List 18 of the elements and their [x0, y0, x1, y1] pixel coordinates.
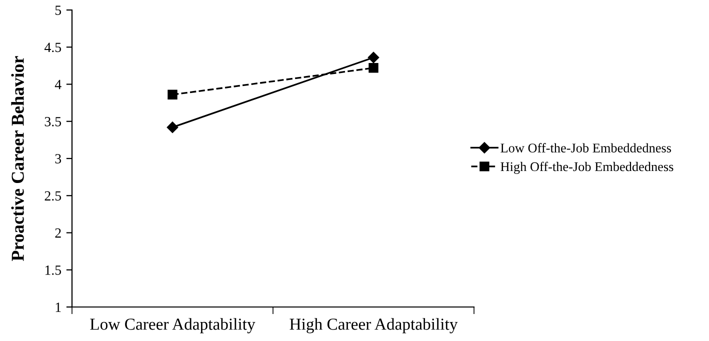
y-tick-label: 4.5	[44, 42, 62, 52]
legend-label: Low Off-the-Job Embeddedness	[500, 143, 672, 152]
y-axis-title: Proactive Career Behavior	[11, 56, 24, 261]
y-tick-label: 3.5	[44, 116, 62, 126]
point	[368, 52, 380, 64]
y-tick-label: 3	[55, 154, 62, 164]
legend-label: High Off-the-Job Embeddedness	[500, 162, 674, 174]
point	[166, 122, 178, 133]
y-tick-label: 1	[56, 302, 61, 312]
y-tick-label: 5	[55, 6, 62, 15]
y-tick-label: 4	[54, 80, 62, 90]
point	[368, 63, 378, 73]
y-tick-label: 1.5	[45, 266, 62, 275]
y-tick-label: 2.5	[44, 191, 62, 201]
x-tick-label: Low Career Adaptability	[90, 318, 256, 334]
x-tick-label: High Career Adaptability	[290, 318, 458, 334]
point	[168, 90, 178, 100]
y-tick-label: 2	[55, 228, 61, 238]
